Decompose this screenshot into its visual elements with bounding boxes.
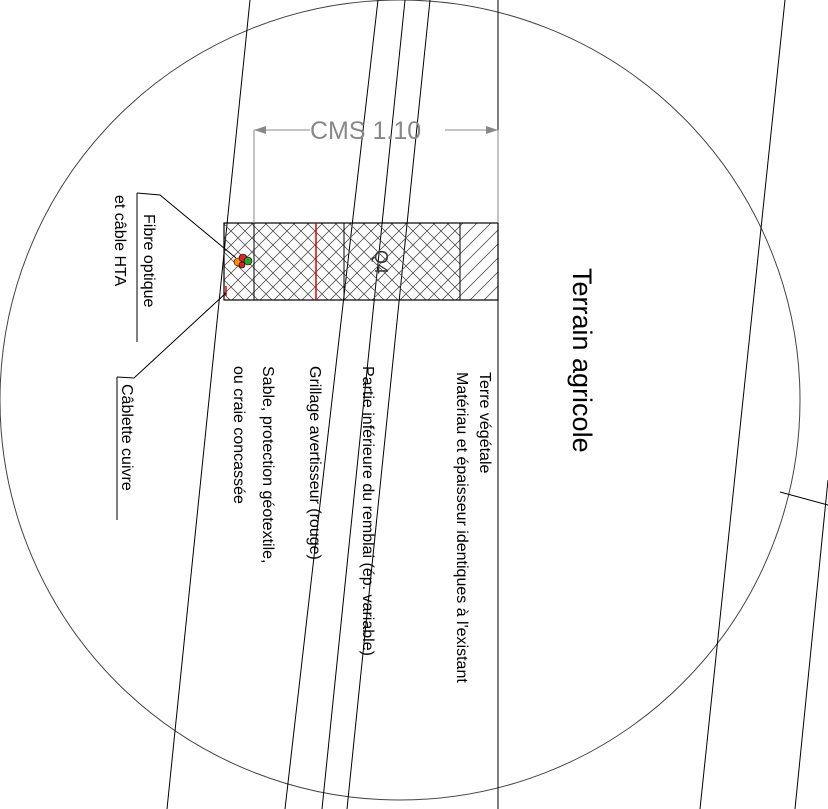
bg-line-3 [321, 0, 406, 809]
trench-block: Q4 [223, 222, 499, 301]
detail-circle [0, 0, 801, 801]
layer-labels: Terrain agricole Terre végétale Matériau… [111, 195, 597, 683]
terrain-title: Terrain agricole [567, 268, 597, 453]
cablette-leader [116, 292, 227, 379]
bg-line-7 [794, 479, 828, 809]
sable-label-line1: Sable, protection géotextile, [259, 366, 276, 563]
cable-green-dot [243, 256, 253, 266]
grillage-label: Grillage avertisseur (rouge) [306, 366, 323, 560]
bg-line-6 [699, 0, 786, 809]
terre-vegetale-label: Terre végétale [476, 372, 493, 473]
leader-lines [116, 192, 499, 520]
bg-line-8 [779, 491, 828, 506]
cable-red-dot-2 [238, 261, 246, 269]
bg-line-2 [284, 0, 379, 809]
layer-code-label: Q4 [371, 250, 391, 274]
trench-outline [223, 222, 499, 301]
bg-line-4 [346, 0, 431, 809]
dimension-line: CMS 1.10 [253, 117, 499, 223]
sable-label-line2: ou craie concassée [230, 366, 247, 504]
dimension-arrow-right [486, 126, 498, 134]
fibre-leader [136, 192, 237, 259]
cablette-label: Câblette cuivre [118, 384, 135, 491]
fibre-label-line2: et câble HTA [111, 195, 128, 287]
background-lines [166, 0, 828, 809]
trench-hatch-cross-b [224, 223, 460, 300]
dimension-arrow-left [254, 126, 266, 134]
fibre-label-line1: Fibre optique [140, 214, 157, 307]
trench-hatch-topsoil [460, 223, 498, 300]
dimension-label: CMS 1.10 [310, 117, 421, 145]
partie-inferieure-label: Partie inférieure du remblai (ép. variab… [359, 366, 376, 656]
materiau-label: Matériau et épaisseur identiques à l'exi… [453, 372, 470, 683]
bg-line-1 [166, 0, 251, 809]
